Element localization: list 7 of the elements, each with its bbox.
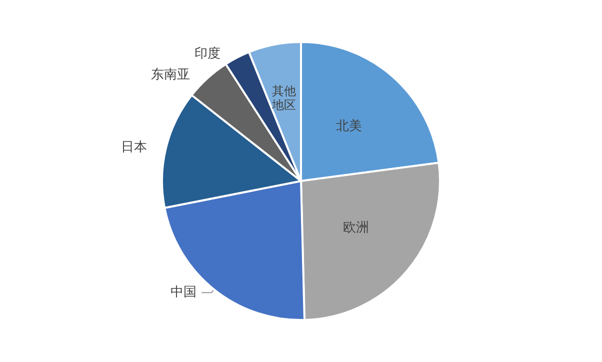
slice-label: 北美: [336, 118, 362, 134]
slice-label: 日本: [120, 140, 147, 156]
slice-label: 印度: [194, 45, 220, 62]
slice-label: 中国: [170, 285, 197, 300]
slice-label: 东南亚: [150, 68, 190, 83]
slice-label: 其他地区: [271, 84, 296, 112]
slice-label: 欧洲: [343, 220, 370, 236]
